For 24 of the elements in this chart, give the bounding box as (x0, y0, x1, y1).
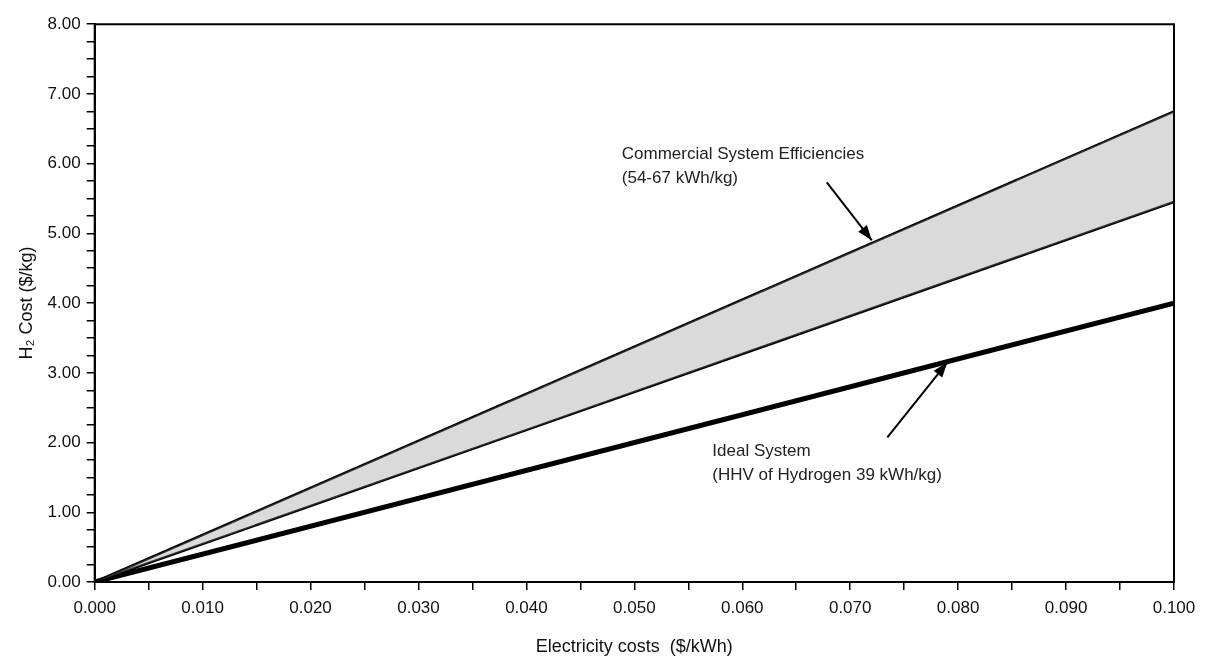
y-tick-label: 6.00 (47, 153, 81, 173)
x-tick-label: 0.000 (73, 597, 116, 617)
x-tick-label: 0.080 (936, 597, 980, 617)
annotation: Commercial System Efficiencies (54-67 kWh/kg) (621, 143, 865, 187)
y-tick-label: 0.00 (47, 571, 81, 591)
x-tick-label: 0.050 (613, 597, 656, 617)
y-tick-label: 1.00 (47, 501, 81, 521)
y-tick-label: 5.00 (47, 223, 81, 243)
x-tick-label: 0.040 (505, 597, 548, 617)
x-tick-label: 0.020 (289, 597, 332, 617)
y-tick-label: 4.00 (47, 292, 81, 312)
y-tick-label: 3.00 (47, 362, 81, 382)
annotation: Ideal System (HHV of Hydrogen 39 kWh/kg) (712, 440, 942, 484)
x-tick-label: 0.010 (181, 597, 224, 617)
x-axis-title: Electricity costs ($/kWh) (535, 636, 733, 657)
y-tick-label: 8.00 (47, 13, 81, 33)
y-tick-label: 2.00 (47, 432, 81, 452)
x-tick-label: 0.070 (828, 597, 872, 617)
x-tick-label: 0.060 (721, 597, 764, 617)
x-tick-label: 0.030 (397, 597, 440, 617)
y-axis-title: H₂ Cost ($/kg) (15, 246, 36, 360)
x-tick-label: 0.090 (1044, 597, 1088, 617)
x-tick-label: 0.100 (1152, 597, 1196, 617)
y-tick-label: 7.00 (47, 83, 81, 103)
